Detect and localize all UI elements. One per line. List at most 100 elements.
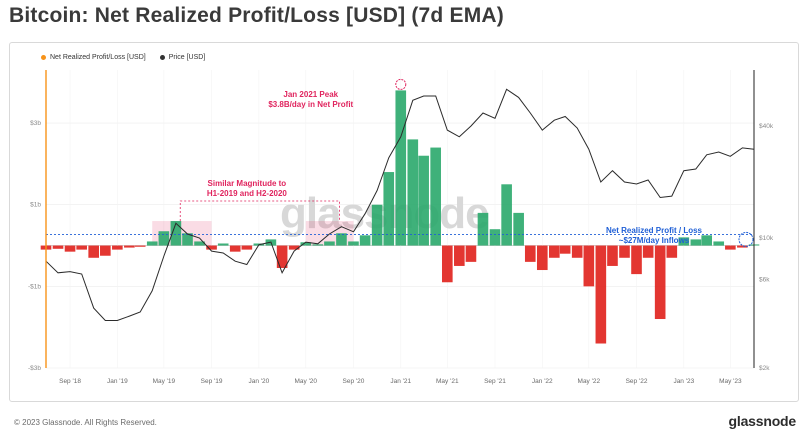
footer-copyright: © 2023 Glassnode. All Rights Reserved.	[14, 418, 157, 427]
net-realized-bar	[631, 245, 642, 275]
net-realized-bar	[489, 229, 501, 246]
net-realized-bar	[524, 245, 536, 262]
net-realized-bar	[536, 245, 548, 271]
net-realized-bar	[619, 245, 630, 258]
annotation-similar-line2: H1-2019 and H2-2020	[207, 189, 288, 198]
y-axis-left-ticks: $3b $1b -$1b -$3b	[28, 120, 41, 372]
legend-item-price[interactable]: Price [USD]	[159, 54, 206, 61]
chart-grid	[46, 70, 754, 369]
net-realized-bar	[229, 245, 241, 252]
legend-dot-price	[159, 55, 165, 60]
net-realized-bar	[134, 245, 146, 247]
y-left-tick-label: $3b	[30, 120, 41, 127]
net-realized-bar	[430, 147, 441, 246]
net-realized-bar	[607, 245, 618, 266]
net-realized-bar	[206, 245, 217, 250]
x-tick-label: Sep '19	[201, 378, 223, 385]
net-realized-bar	[418, 155, 429, 246]
net-realized-bar	[276, 245, 288, 268]
inflow-marker	[738, 231, 754, 247]
net-realized-bar	[88, 245, 100, 258]
net-realized-bar	[441, 245, 453, 283]
net-realized-bar	[559, 245, 571, 254]
net-realized-bar	[465, 245, 477, 262]
x-tick-label: Jan '19	[107, 378, 128, 385]
x-tick-label: May '21	[436, 378, 459, 385]
x-tick-label: Jan '21	[390, 378, 411, 385]
x-tick-label: Sep '21	[484, 378, 506, 385]
annotation-inflow-line2: ~$27M/day Inflows	[619, 236, 690, 245]
y-left-tick-label: -$1b	[28, 283, 41, 290]
x-tick-label: Sep '18	[59, 378, 81, 385]
y-right-tick-label: $40k	[759, 123, 774, 130]
legend-item-net-realized[interactable]: Net Realized Profit/Loss [USD]	[41, 54, 146, 61]
net-realized-bar	[100, 245, 111, 256]
annotation-peak-line2: $3.8B/day in Net Profit	[268, 100, 353, 109]
net-realized-bar	[300, 242, 312, 246]
page-title: Bitcoin: Net Realized Profit/Loss [USD] …	[9, 4, 504, 27]
annotation-similar-line1: Similar Magnitude to	[208, 179, 287, 188]
x-tick-label: May '19	[153, 378, 176, 385]
net-realized-bar	[217, 243, 229, 246]
net-realized-bar	[571, 245, 583, 258]
net-realized-bar	[642, 245, 654, 258]
legend-dot-net-realized	[41, 55, 46, 60]
y-right-tick-label: $10k	[759, 235, 774, 242]
net-realized-bar	[383, 172, 395, 246]
net-realized-bar	[583, 245, 595, 287]
net-realized-bar	[454, 245, 465, 266]
x-tick-label: Jan '20	[248, 378, 269, 385]
x-tick-label: Sep '20	[343, 378, 365, 385]
annotation-inflow-line1: Net Realized Profit / Loss	[606, 226, 703, 235]
annotation-peak-line1: Jan 2021 Peak	[283, 90, 338, 99]
footer-brand[interactable]: glassnode	[728, 413, 797, 429]
net-realized-bar	[513, 212, 524, 246]
net-realized-bar	[312, 244, 324, 246]
x-tick-label: Sep '22	[626, 378, 648, 385]
legend-label-price: Price [USD]	[168, 54, 206, 61]
net-realized-bar	[737, 245, 748, 248]
net-realized-bar	[713, 241, 725, 246]
net-realized-bar	[549, 245, 560, 258]
x-tick-label: Jan '23	[673, 378, 694, 385]
net-realized-bar	[725, 245, 736, 250]
net-realized-bar	[158, 231, 170, 246]
x-tick-label: May '23	[719, 378, 742, 385]
net-realized-bar	[501, 184, 512, 246]
price-line	[45, 88, 755, 321]
net-realized-bar	[52, 245, 64, 249]
net-realized-bar	[395, 90, 407, 246]
net-realized-bar	[170, 221, 182, 246]
y-left-tick-label: -$3b	[28, 365, 41, 372]
net-realized-bar	[182, 233, 193, 246]
net-realized-bar	[477, 212, 489, 246]
net-realized-bar	[359, 235, 371, 246]
y-axis-right-ticks: $40k $10k $6k $2k	[759, 123, 774, 372]
similar-magnitude-bracket	[179, 200, 340, 222]
x-tick-label: May '22	[578, 378, 601, 385]
net-realized-bar	[64, 245, 76, 252]
chart-legend: Net Realized Profit/Loss [USD] Price [US…	[41, 54, 205, 61]
net-realized-bar	[348, 241, 359, 246]
y-right-tick-label: $2k	[759, 365, 770, 372]
y-right-tick-label: $6k	[759, 276, 770, 283]
legend-label-net-realized: Net Realized Profit/Loss [USD]	[50, 54, 146, 61]
net-realized-bar	[666, 245, 678, 258]
x-tick-label: May '20	[294, 378, 317, 385]
net-realized-bar	[371, 204, 383, 246]
net-realized-bar	[324, 241, 335, 246]
net-realized-bar	[701, 235, 713, 246]
net-realized-bar	[678, 237, 690, 246]
net-realized-bar	[194, 241, 205, 246]
net-realized-bar	[654, 245, 666, 320]
net-realized-bar	[288, 245, 300, 250]
x-tick-label: Jan '22	[532, 378, 553, 385]
net-realized-bar	[336, 233, 347, 246]
net-realized-bar	[241, 245, 253, 250]
net-realized-bar	[407, 139, 419, 246]
net-realized-bar	[595, 245, 607, 344]
net-realized-bar	[112, 245, 123, 250]
net-realized-bar	[124, 245, 135, 248]
y-left-tick-label: $1b	[30, 202, 41, 209]
